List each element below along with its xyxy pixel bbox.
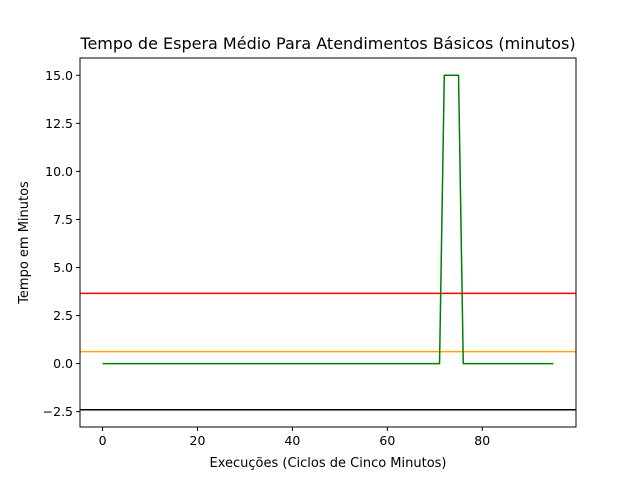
x-tick-label: 60 — [379, 433, 395, 448]
y-tick-label: 5.0 — [53, 260, 73, 275]
y-tick-label: 0.0 — [53, 356, 73, 371]
y-tick-label: −2.5 — [43, 404, 73, 419]
lines-layer — [80, 74, 576, 411]
y-axis-label: Tempo em Minutos — [17, 181, 32, 305]
x-tick-label: 80 — [474, 433, 490, 448]
x-tick-label: 0 — [99, 433, 107, 448]
plot-frame — [79, 57, 577, 428]
x-tick-label: 20 — [190, 433, 206, 448]
series-line-0 — [102, 74, 554, 365]
y-tick-label: 2.5 — [53, 308, 73, 323]
y-tick-label: 12.5 — [45, 116, 73, 131]
y-tick-label: 10.0 — [45, 164, 73, 179]
y-tick-label: 15.0 — [45, 68, 73, 83]
x-axis-label: Execuções (Ciclos de Cinco Minutos) — [209, 456, 446, 471]
x-tick-label: 40 — [284, 433, 300, 448]
ticks-layer: 0 20 40 60 80 −2.5 0.0 2.5 5.0 7.5 10.0 12.5 15.0 — [43, 68, 491, 448]
chart-title: Tempo de Espera Médio Para Atendimentos … — [79, 34, 575, 53]
y-tick-label: 7.5 — [53, 212, 73, 227]
plot-area — [80, 58, 576, 427]
